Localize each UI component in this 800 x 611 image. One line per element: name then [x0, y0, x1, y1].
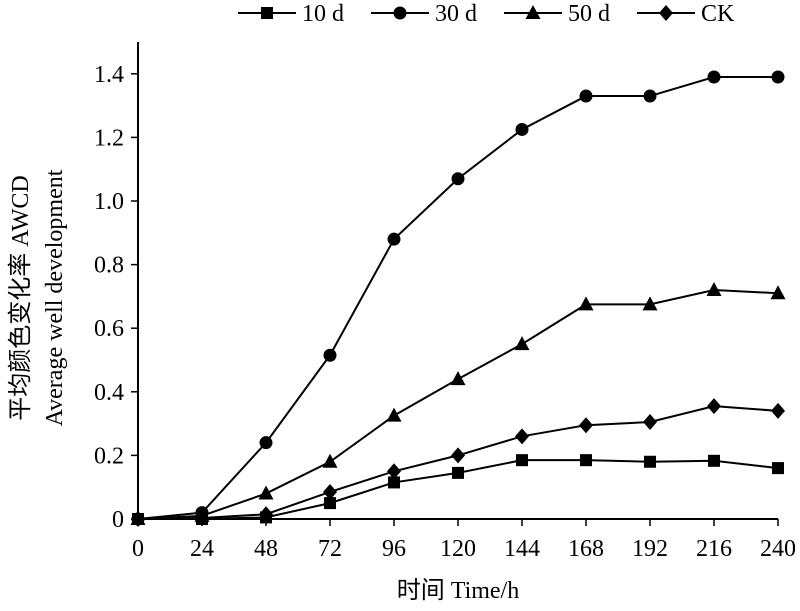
data-point-30d [771, 70, 785, 84]
data-point-10d [516, 454, 528, 467]
y-tick-label: 0 [112, 507, 124, 533]
x-tick-label: 240 [760, 536, 796, 562]
data-point-50d [386, 407, 402, 422]
legend-item-ck: CK [637, 1, 735, 27]
x-tick-label: 216 [696, 536, 732, 562]
legend-marker-10d [261, 7, 273, 19]
data-point-50d [642, 296, 658, 311]
y-tick-label: 0.4 [94, 380, 124, 406]
data-point-10d [452, 466, 464, 479]
data-point-ck [451, 447, 465, 464]
data-point-10d [708, 454, 720, 467]
y-tick-label: 0.2 [94, 443, 124, 469]
x-ticks: 0 24 48 72 96 120 144 168 192 216 240 [132, 519, 796, 562]
data-point-50d [514, 336, 530, 351]
data-point-50d [322, 453, 338, 468]
y-tick-label: 1.0 [94, 189, 124, 215]
data-point-ck [771, 402, 785, 419]
data-point-ck [515, 428, 529, 445]
data-point-10d [644, 455, 656, 468]
data-point-30d [579, 89, 593, 103]
x-tick-label: 144 [504, 536, 540, 562]
x-tick-label: 72 [318, 536, 342, 562]
data-point-30d [259, 436, 273, 450]
data-point-50d [706, 282, 722, 297]
data-point-ck [643, 414, 657, 431]
x-tick-label: 120 [440, 536, 476, 562]
data-point-10d [324, 497, 336, 510]
data-point-ck [579, 417, 593, 434]
series-50d [130, 282, 786, 525]
y-axis-title: 平均颜色变化率 AWCD Average well development [7, 169, 68, 426]
data-point-50d [578, 296, 594, 311]
series-10d [132, 454, 784, 525]
data-point-ck [387, 463, 401, 480]
x-tick-label: 48 [254, 536, 278, 562]
data-point-10d [772, 462, 784, 475]
y-axis-title-zh: 平均颜色变化率 AWCD [7, 175, 34, 420]
series-ck [131, 398, 785, 527]
y-ticks: 0 0.2 0.4 0.6 0.8 1.0 1.2 1.4 [94, 62, 138, 533]
x-tick-label: 192 [632, 536, 668, 562]
legend-label: CK [701, 1, 735, 27]
data-point-30d [387, 232, 401, 246]
legend-marker-30d [393, 6, 407, 20]
y-axis-title-en: Average well development [42, 169, 68, 426]
legend-item-10d: 10 d [238, 1, 344, 27]
y-tick-label: 1.2 [94, 125, 124, 151]
data-point-30d [707, 70, 721, 84]
data-point-50d [258, 485, 274, 500]
x-tick-label: 168 [568, 536, 604, 562]
y-tick-label: 0.8 [94, 253, 124, 279]
legend: 10 d 30 d 50 d CK [238, 1, 735, 27]
data-point-30d [323, 348, 337, 362]
data-point-ck [259, 506, 273, 523]
x-tick-label: 0 [132, 536, 144, 562]
data-point-ck [195, 510, 209, 527]
legend-label: 10 d [302, 1, 344, 27]
y-tick-label: 0.6 [94, 316, 124, 342]
data-point-30d [515, 122, 529, 136]
series-group [130, 70, 786, 527]
data-point-ck [323, 483, 337, 500]
legend-marker-ck [659, 5, 673, 21]
x-tick-label: 96 [382, 536, 406, 562]
data-point-30d [643, 89, 657, 103]
legend-label: 30 d [435, 1, 477, 27]
data-point-50d [770, 285, 786, 300]
x-tick-label: 24 [190, 536, 214, 562]
legend-item-30d: 30 d [371, 1, 477, 27]
y-tick-label: 1.4 [94, 62, 124, 88]
legend-marker-50d [525, 5, 541, 19]
data-point-ck [707, 398, 721, 415]
legend-label: 50 d [568, 1, 610, 27]
data-point-10d [580, 454, 592, 467]
legend-item-50d: 50 d [504, 1, 610, 27]
data-point-30d [451, 172, 465, 186]
data-point-50d [450, 371, 466, 386]
data-point-ck [131, 511, 145, 527]
x-axis-title: 时间 Time/h [397, 577, 519, 604]
series-line-50d [137, 289, 779, 520]
data-point-10d [388, 476, 400, 489]
